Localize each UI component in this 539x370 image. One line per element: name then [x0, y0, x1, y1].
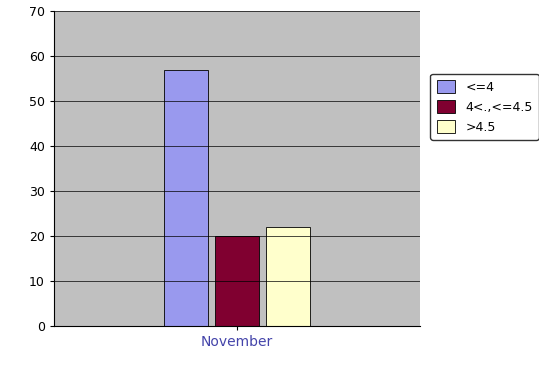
Bar: [164, 70, 208, 326]
Bar: [266, 227, 310, 326]
Legend: <=4, 4<.,<=4.5, >4.5: <=4, 4<.,<=4.5, >4.5: [430, 74, 539, 140]
Bar: [215, 236, 259, 326]
